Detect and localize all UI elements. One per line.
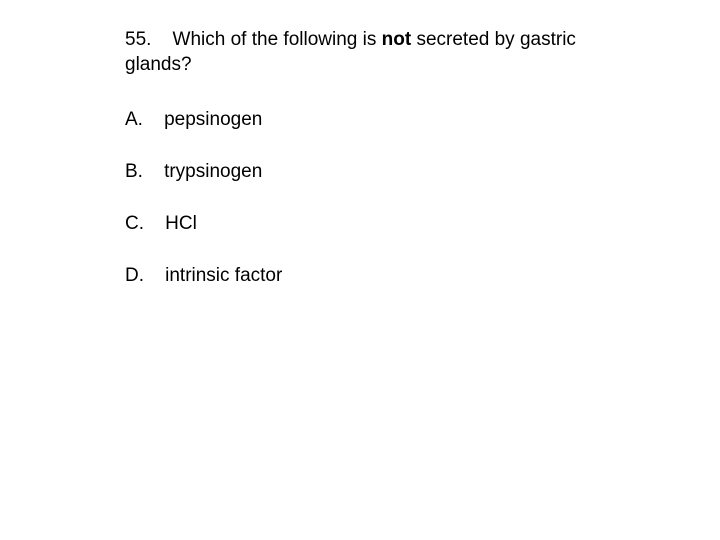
question-number: 55. xyxy=(125,29,151,50)
option-c: C. HCl xyxy=(125,213,595,235)
option-a: A. pepsinogen xyxy=(125,109,595,131)
option-b: B. trypsinogen xyxy=(125,161,595,183)
option-letter-c: C. xyxy=(125,213,144,234)
question-prefix: Which of the following is xyxy=(173,29,382,50)
question-text: 55. Which of the following is not secret… xyxy=(125,28,595,77)
option-d: D. intrinsic factor xyxy=(125,265,595,287)
option-letter-a: A. xyxy=(125,109,143,130)
question-bold-word: not xyxy=(382,29,412,50)
question-container: 55. Which of the following is not secret… xyxy=(125,28,595,317)
option-text-d: intrinsic factor xyxy=(165,265,282,286)
option-letter-b: B. xyxy=(125,161,143,182)
option-text-a: pepsinogen xyxy=(164,109,262,130)
option-letter-d: D. xyxy=(125,265,144,286)
option-text-c: HCl xyxy=(165,213,197,234)
option-text-b: trypsinogen xyxy=(164,161,262,182)
